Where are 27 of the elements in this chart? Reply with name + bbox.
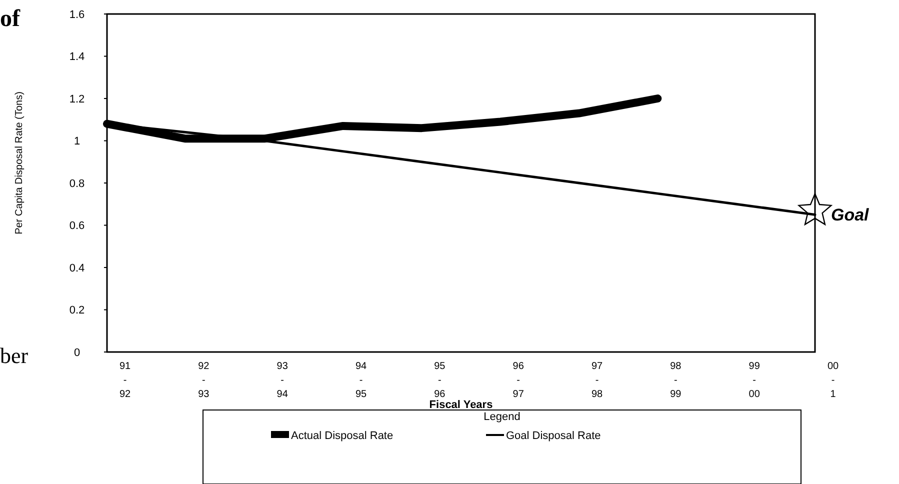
y-axis-title: Per Capita Disposal Rate (Tons)	[14, 92, 25, 234]
text: Goal	[831, 206, 870, 225]
x-tick-label: 00-1	[827, 361, 839, 400]
x-tick-label: 94-95	[355, 361, 367, 400]
x-tick-label: 98-99	[670, 361, 682, 400]
y-tick-label: 1.2	[69, 93, 85, 106]
y-tick-label: 0.2	[69, 304, 85, 317]
y-tick-label: 0	[74, 346, 80, 359]
legend-label: Goal Disposal Rate	[506, 430, 601, 442]
y-tick-label: 0.8	[69, 178, 85, 190]
text: ber	[0, 343, 29, 368]
x-tick-label: 99-00	[748, 361, 760, 400]
x-tick-label: 91-92	[119, 361, 131, 400]
x-tick-label: 97-98	[591, 361, 603, 400]
x-tick-label: 95-96	[434, 361, 446, 400]
legend-label: Actual Disposal Rate	[291, 430, 394, 442]
x-tick-label: 96-97	[512, 361, 524, 400]
x-tick-label: 92-93	[198, 361, 210, 400]
y-tick-label: 1	[74, 136, 80, 148]
y-tick-label: 0.4	[69, 262, 85, 274]
y-tick-label: 1.4	[69, 51, 85, 64]
y-tick-label: 1.6	[69, 8, 85, 21]
x-tick-label: 93-94	[276, 361, 288, 400]
text: of	[0, 6, 21, 32]
y-tick-label: 0.6	[69, 220, 85, 232]
x-axis-title: Fiscal Years	[429, 399, 493, 411]
legend-title: Legend	[484, 411, 520, 423]
